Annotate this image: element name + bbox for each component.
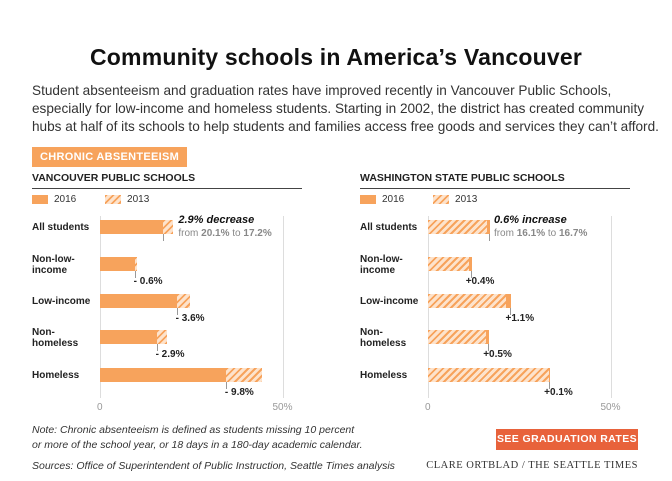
change-label: +0.4% [465,276,495,287]
panel-title: WASHINGTON STATE PUBLIC SCHOOLS [360,172,630,189]
bar-2016 [486,220,490,234]
row-label: Homeless [360,370,408,381]
row-label: All students [32,222,90,233]
bar-2013 [176,294,190,308]
legend-swatch-solid [32,194,48,204]
bar-2016 [486,330,490,344]
change-marker [488,234,490,241]
legend-item-2016: 2016 [32,194,76,205]
change-label: - 0.6% [133,276,163,287]
row-label: Homeless [32,370,80,381]
change-marker [510,308,512,315]
bar-2013 [156,330,168,344]
change-marker [176,308,178,315]
change-annotation: 0.6% increase [493,214,567,226]
row-label: Low-income [360,296,419,307]
bar-2016 [506,294,512,308]
bar-2016 [100,330,157,344]
bar-2016 [100,257,135,271]
bar-2013 [428,330,487,344]
change-label: - 3.6% [175,313,205,324]
legend-label: 2013 [127,194,150,205]
legend-swatch-hatched [433,194,450,204]
intro-line: hubs at half of its schools to help stud… [32,119,659,134]
bar-2013 [162,220,174,234]
footnote: Note: Chronic absenteeism is defined as … [32,423,452,453]
change-marker [156,344,158,351]
change-label: - 2.9% [155,349,185,360]
change-marker [162,234,164,241]
legend-swatch-hatched [105,194,122,204]
legend-label: 2013 [455,194,478,205]
bar-2016 [100,220,163,234]
x-tick-label: 0 [425,402,431,413]
see-graduation-rates-button[interactable]: SEE GRADUATION RATES ❯ [496,429,638,466]
row-label: Non-low-income [32,254,75,276]
x-tick-label: 50% [600,402,621,413]
bar-2013 [225,368,262,382]
source-text: Sources: Office of Superintendent of Pub… [32,460,395,472]
change-annotation: 2.9% decrease [178,214,255,226]
bar-2016 [548,368,551,382]
change-label: +0.1% [544,387,573,398]
legend-label: 2016 [54,194,77,205]
legend-item-2013: 2013 [433,194,477,205]
row-label: All students [360,222,418,233]
axis-50-line [610,216,612,398]
row-label: Non-low-income [360,254,403,276]
bar-2013 [428,368,549,382]
change-marker [134,271,136,278]
chart-title: Community schools in America’s Vancouver [90,44,582,70]
intro-line: especially for low-income and homeless s… [32,101,645,116]
change-annotation-detail: from 16.1% to 16.7% [493,228,588,239]
section-tag: CHRONIC ABSENTEEISM [32,147,188,167]
legend: 2016 2013 [360,194,503,205]
change-marker [225,382,227,389]
bar-2013 [134,257,137,271]
legend-label: 2016 [382,194,405,205]
bar-2016 [469,257,472,271]
panel-vancouver: VANCOUVER PUBLIC SCHOOLS 2016 2013 0 50% A… [32,172,302,417]
bar-2016 [100,368,226,382]
bar-2013 [428,294,507,308]
x-tick-label: 0 [97,402,103,413]
change-label: - 9.8% [224,387,254,398]
bar-2016 [100,294,177,308]
bar-2013 [428,220,487,234]
legend-swatch-solid [360,194,376,204]
legend-item-2016: 2016 [360,194,404,205]
panel-washington: WASHINGTON STATE PUBLIC SCHOOLS 2016 201… [360,172,630,417]
change-label: +1.1% [505,313,535,324]
footnote-line: or more of the school year, or 18 days i… [32,439,363,451]
intro-line: Student absenteeism and graduation rates… [32,83,612,98]
row-label: Non-homeless [32,327,79,349]
change-marker [470,271,472,278]
legend-item-2013: 2013 [105,194,149,205]
change-marker [549,382,551,389]
row-label: Low-income [32,296,91,307]
row-label: Non-homeless [360,327,407,349]
change-label: +0.5% [483,349,512,360]
footnote-line: Note: Chronic absenteeism is defined as … [32,424,355,436]
intro-text: Student absenteeism and graduation rates… [32,82,659,136]
legend: 2016 2013 [32,194,175,205]
axis-50-line [282,216,284,398]
change-marker [488,344,490,351]
bar-2013 [428,257,470,271]
x-tick-label: 50% [272,402,293,413]
change-annotation-detail: from 20.1% to 17.2% [178,228,272,239]
credit-text: CLARE ORTBLAD / THE SEATTLE TIMES [426,460,638,471]
panel-title: VANCOUVER PUBLIC SCHOOLS [32,172,302,189]
